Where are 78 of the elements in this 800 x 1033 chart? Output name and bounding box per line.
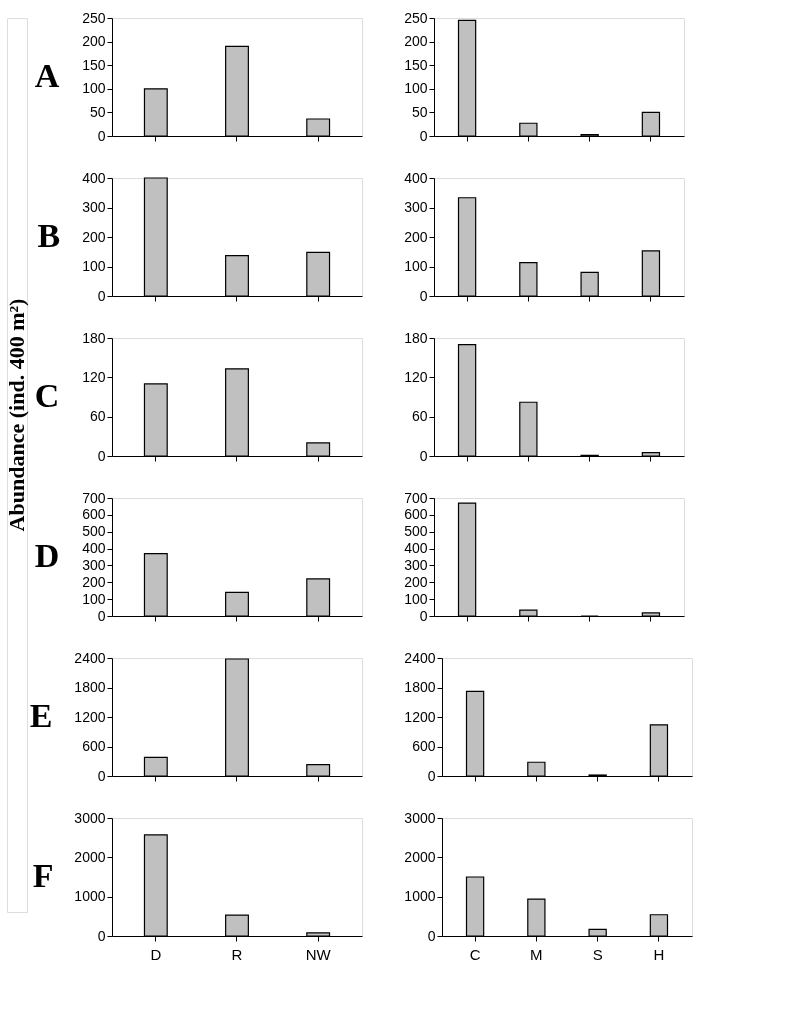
- x-tick-label: H: [653, 945, 665, 963]
- y-tick-label: 50: [411, 103, 428, 120]
- y-tick-label: 250: [404, 9, 428, 26]
- y-tick-label: 0: [97, 287, 106, 304]
- y-tick-label: 3000: [404, 809, 436, 826]
- y-tick-label: 1800: [74, 679, 106, 695]
- y-tick-label: 300: [404, 556, 428, 573]
- y-tick-label: 0: [419, 287, 428, 304]
- y-tick-label: 600: [82, 506, 106, 523]
- y-tick-label: 1800: [404, 679, 436, 695]
- y-tick-label: 200: [404, 33, 428, 50]
- y-axis-title: Abundance (ind. 400 m²): [4, 298, 29, 532]
- text: A: [34, 57, 60, 94]
- y-tick-label: 300: [404, 199, 428, 215]
- y-tick-label: 200: [82, 228, 106, 245]
- y-tick-label: 1200: [404, 708, 436, 725]
- y-tick-label: 0: [97, 607, 106, 624]
- y-tick-label: 2000: [74, 848, 106, 865]
- y-tick-label: 1200: [74, 708, 106, 725]
- y-tick-label: 300: [82, 199, 106, 215]
- y-tick-label: 400: [404, 169, 428, 186]
- y-tick-label: 2400: [404, 649, 436, 666]
- y-tick-label: 180: [404, 329, 428, 346]
- y-tick-label: 120: [404, 368, 428, 385]
- y-tick-label: 0: [427, 927, 436, 944]
- y-tick-label: 400: [404, 540, 428, 557]
- y-tick-label: 2400: [74, 649, 106, 666]
- text: E: [29, 697, 53, 734]
- y-tick-label: 250: [82, 9, 106, 26]
- y-tick-label: 600: [82, 738, 106, 754]
- y-tick-label: 0: [419, 607, 428, 624]
- x-tick-label: M: [530, 945, 543, 963]
- y-tick-label: 200: [82, 573, 106, 590]
- y-tick-label: 0: [97, 127, 106, 144]
- text: D: [34, 537, 60, 574]
- y-tick-label: 600: [404, 506, 428, 523]
- y-tick-label: 300: [82, 556, 106, 573]
- y-tick-label: 500: [82, 523, 106, 540]
- y-tick-label: 60: [411, 408, 428, 425]
- y-tick-label: 700: [404, 489, 428, 506]
- x-tick-label: S: [592, 945, 603, 963]
- y-tick-label: 0: [419, 447, 428, 464]
- y-tick-label: 1000: [404, 888, 436, 905]
- y-tick-label: 150: [404, 56, 428, 73]
- y-tick-label: 0: [427, 767, 436, 784]
- y-tick-label: 100: [82, 590, 106, 607]
- y-tick-label: 400: [82, 540, 106, 557]
- y-tick-label: 180: [82, 329, 106, 346]
- y-tick-label: 200: [404, 228, 428, 245]
- y-tick-label: 100: [404, 80, 428, 97]
- y-tick-label: 100: [404, 590, 428, 607]
- y-tick-label: 700: [82, 489, 106, 506]
- x-tick-label: R: [231, 945, 243, 963]
- y-tick-label: 600: [412, 738, 436, 754]
- x-tick-label: C: [469, 945, 481, 963]
- y-tick-label: 100: [82, 80, 106, 97]
- y-tick-label: 200: [404, 573, 428, 590]
- y-tick-label: 120: [82, 368, 106, 385]
- y-tick-label: 0: [97, 767, 106, 784]
- y-tick-label: 500: [404, 523, 428, 540]
- y-tick-label: 60: [89, 408, 106, 425]
- y-tick-label: 100: [404, 258, 428, 274]
- y-tick-label: 100: [82, 258, 106, 274]
- y-tick-label: 0: [419, 127, 428, 144]
- y-tick-label: 150: [82, 56, 106, 73]
- y-tick-label: 0: [97, 927, 106, 944]
- y-tick-label: 3000: [74, 809, 106, 826]
- y-tick-label: 200: [82, 33, 106, 50]
- text: C: [34, 377, 60, 414]
- y-tick-label: 1000: [74, 888, 106, 905]
- text: B: [37, 217, 61, 254]
- y-tick-label: 2000: [404, 848, 436, 865]
- y-tick-label: 0: [97, 447, 106, 464]
- y-tick-label: 400: [82, 169, 106, 186]
- x-tick-label: D: [150, 945, 162, 963]
- y-tick-label: 50: [89, 103, 106, 120]
- x-tick-label: NW: [305, 945, 332, 963]
- text: F: [32, 857, 54, 894]
